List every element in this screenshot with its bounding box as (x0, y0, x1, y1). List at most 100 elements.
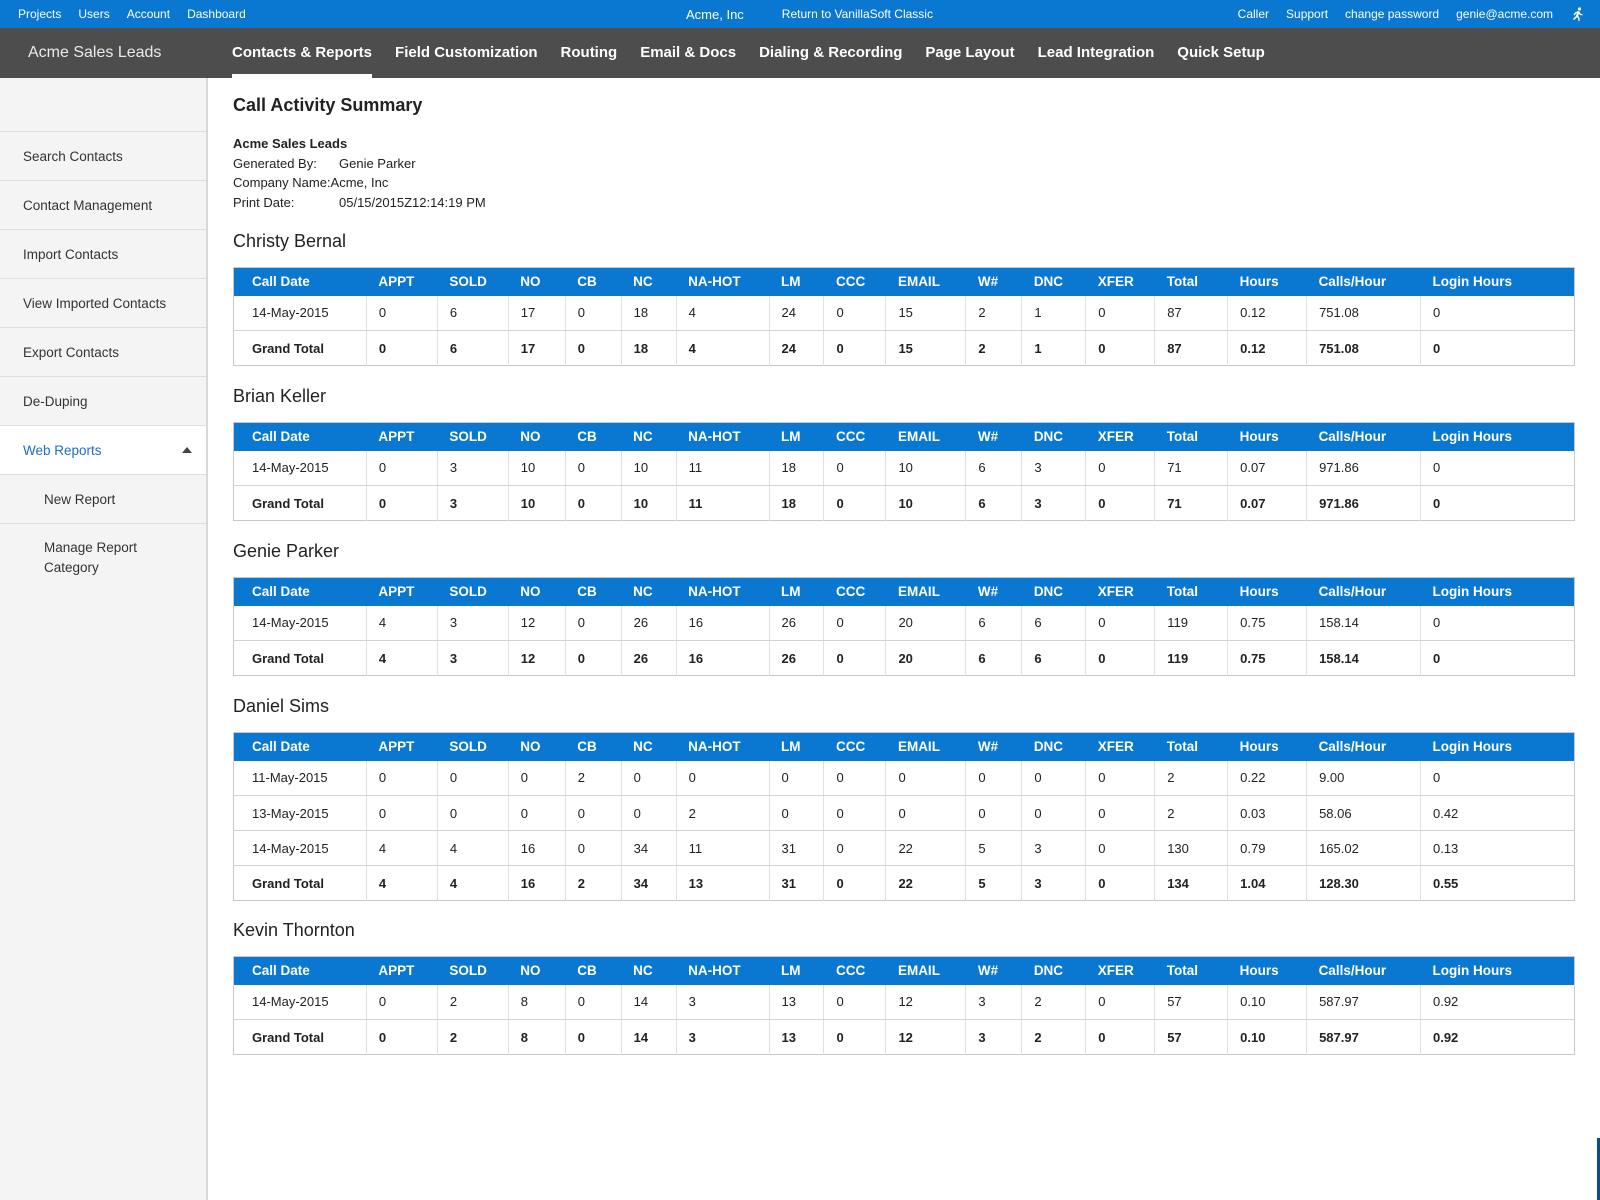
table-cell: 14 (621, 984, 677, 1020)
column-header: NC (621, 577, 677, 606)
table-row: 11-May-2015 0 0 0 2 0 0 0 0 0 0 0 0 2 0.22 9.00 0 (233, 760, 1575, 796)
return-classic-link[interactable]: Return to VanillaSoft Classic (781, 7, 933, 21)
table-cell: 6 (437, 330, 509, 366)
table-cell: 2 (1021, 984, 1087, 1020)
table-cell: 13 (769, 1019, 825, 1055)
sidebar-item-label: De-Duping (23, 393, 88, 409)
table-cell: 0 (1432, 495, 1441, 511)
table-cell: 1 (1021, 330, 1087, 366)
dashboard-link[interactable]: Dashboard (187, 7, 246, 21)
column-header: SOLD (437, 577, 509, 606)
nav-quick-setup[interactable]: Quick Setup (1177, 44, 1265, 61)
nav-lead-integration[interactable]: Lead Integration (1037, 44, 1155, 61)
table-cell: 0 (1021, 760, 1087, 796)
table-cell: 13-May-2015 (233, 795, 367, 831)
column-header: DNC (1021, 732, 1086, 761)
table-cell: 15 (885, 295, 967, 331)
nav-dialing-recording[interactable]: Dialing & Recording (759, 44, 903, 61)
table-cell: 6 (965, 450, 1023, 486)
nav-routing[interactable]: Routing (560, 44, 618, 61)
table-cell: 3 (676, 984, 770, 1020)
table-cell: 119 (1154, 605, 1229, 641)
sidebar-item-search-contacts[interactable]: Search Contacts (0, 132, 206, 181)
column-header: CCC (823, 732, 886, 761)
table-cell: 3 (965, 1019, 1023, 1055)
table-cell: 4 (676, 330, 770, 366)
column-header: NC (621, 422, 677, 451)
column-header: XFER (1085, 267, 1155, 296)
table-cell: 0 (366, 984, 438, 1020)
sidebar-item-export-contacts[interactable]: Export Contacts (0, 328, 206, 377)
brand-project-name[interactable]: Acme Sales Leads (28, 44, 162, 61)
sidebar-subitem-new-report[interactable]: New Report (0, 475, 206, 524)
table-cell: 3 (1021, 830, 1087, 866)
nav-contacts-reports[interactable]: Contacts & Reports (232, 28, 373, 78)
support-link[interactable]: Support (1286, 7, 1329, 21)
table-cell: 34 (621, 865, 677, 901)
column-header: NC (621, 956, 677, 985)
table-cell: 26 (621, 605, 677, 641)
column-header: Total (1154, 732, 1228, 761)
section-title: Daniel Sims (233, 696, 330, 716)
sidebar-item-view-imported-contacts[interactable]: View Imported Contacts (0, 279, 206, 328)
report-org: Acme Sales Leads (233, 136, 348, 151)
sidebar-subitem-manage-report-category[interactable]: Manage Report Category (0, 524, 206, 582)
table-cell: 0 (437, 795, 509, 831)
report-table: Call Date APPT SOLD NO CB NC NA-HOT LM CCC EMAIL W… (233, 422, 1575, 521)
sidebar-item-import-contacts[interactable]: Import Contacts (0, 230, 206, 279)
table-cell: 0 (823, 830, 887, 866)
table-cell: 16 (508, 830, 566, 866)
table-cell: 14-May-2015 (233, 295, 367, 331)
grand-total-row: Grand Total 0 6 17 0 18 4 24 0 15 2 1 0 87 0.12 751.08 0 (233, 330, 1575, 366)
table-cell: 0 (565, 485, 622, 521)
nav-page-layout[interactable]: Page Layout (925, 44, 1015, 61)
caret-up-icon[interactable] (182, 447, 192, 453)
grand-total-row: Grand Total 0 2 8 0 14 3 13 0 12 3 2 0 57 0.10 587.97 0.… (233, 1019, 1575, 1055)
table-cell: 3 (965, 984, 1023, 1020)
caller-link[interactable]: Caller (1237, 7, 1270, 21)
table-cell: 16 (508, 865, 566, 901)
sidebar-subitem-label: Manage Report Category (44, 540, 138, 575)
column-header: Call Date (233, 732, 367, 761)
top-center: Acme, Inc Return to VanillaSoft Classic (686, 0, 933, 28)
column-header: Calls/Hour (1306, 956, 1421, 985)
nav-field-customization[interactable]: Field Customization (395, 44, 538, 61)
sidebar-item-contact-management[interactable]: Contact Management (0, 181, 206, 230)
table-cell: 2 (1154, 760, 1229, 796)
column-header: CB (565, 577, 622, 606)
sidebar-item-de-duping[interactable]: De-Duping (0, 377, 206, 426)
table-cell: 16 (676, 605, 770, 641)
projects-link[interactable]: Projects (18, 7, 62, 21)
table-cell: 0 (823, 1019, 887, 1055)
table-cell: 3 (1021, 485, 1087, 521)
table-cell: 3 (437, 485, 509, 521)
sidebar-item-web-reports[interactable]: Web Reports (0, 426, 206, 475)
report-table: Call Date APPT SOLD NO CB NC NA-HOT LM CCC EMAIL W… (233, 732, 1575, 901)
table-cell: 0 (823, 795, 887, 831)
runner-icon[interactable] (1570, 7, 1584, 21)
table-cell: 22 (885, 830, 967, 866)
table-cell: 0 (366, 485, 438, 521)
table-cell: 0 (366, 330, 438, 366)
column-header: CCC (823, 956, 886, 985)
account-link[interactable]: Account (126, 7, 171, 21)
nav-email-docs[interactable]: Email & Docs (640, 44, 737, 61)
table-cell: 3 (1021, 865, 1087, 901)
table-cell: 0 (1420, 605, 1575, 641)
column-header: SOLD (437, 422, 509, 451)
report-table: Call Date APPT SOLD NO CB NC NA-HOT LM CCC EMAIL W… (233, 577, 1575, 676)
top-utility-bar: Projects Users Account Dashboard Acme, I… (0, 0, 1600, 28)
column-header: Call Date (233, 956, 367, 985)
column-header: NC (621, 267, 677, 296)
change-password-link[interactable]: change password (1345, 7, 1440, 21)
column-header: APPT (366, 732, 438, 761)
table-cell: 0 (366, 760, 438, 796)
generated-by-label: Generated By: (233, 155, 317, 171)
table-cell: 0 (823, 640, 887, 676)
users-link[interactable]: Users (78, 7, 110, 21)
table-cell: 3 (437, 605, 509, 641)
table-cell: 12 (508, 640, 566, 676)
table-cell: 14-May-2015 (233, 830, 367, 866)
column-header: Calls/Hour (1306, 577, 1421, 606)
user-email-link[interactable]: genie@acme.com (1456, 7, 1553, 21)
